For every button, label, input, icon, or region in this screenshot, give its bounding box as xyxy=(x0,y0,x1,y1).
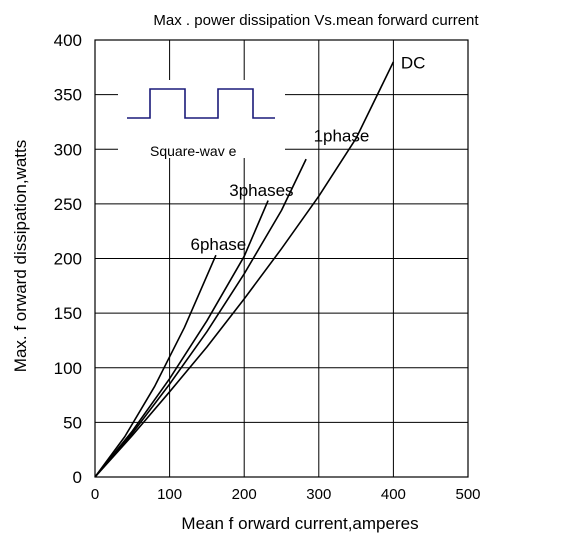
grid xyxy=(95,40,468,477)
x-tick-label: 200 xyxy=(232,486,257,503)
y-tick-label: 150 xyxy=(54,304,82,323)
y-tick-label: 400 xyxy=(54,31,82,50)
series-label: 6phase xyxy=(190,235,246,254)
y-tick-label: 100 xyxy=(54,359,82,378)
square-wave-inset: Square-wav e xyxy=(118,80,285,159)
y-tick-label: 0 xyxy=(73,468,82,487)
x-tick-label: 0 xyxy=(91,486,99,503)
x-tick-label: 400 xyxy=(381,486,406,503)
series-line-6phase xyxy=(94,254,217,478)
series-line-dc xyxy=(94,61,395,478)
y-axis-label: Max. f orward dissipation,watts xyxy=(11,140,30,372)
x-tick-label: 500 xyxy=(455,486,480,503)
series-labels: DC 1phase 3phases 6phase xyxy=(190,53,425,253)
chart-title: Max . power dissipation Vs.mean forward … xyxy=(153,12,479,29)
x-axis-label: Mean f orward current,amperes xyxy=(181,514,418,533)
x-tick-label: 300 xyxy=(306,486,331,503)
plot-frame xyxy=(94,39,469,478)
series-line-1phase xyxy=(94,158,307,478)
series-label: 1phase xyxy=(314,127,370,146)
y-tick-label: 50 xyxy=(63,413,82,432)
y-tick-label: 200 xyxy=(54,250,82,269)
y-tick-label: 350 xyxy=(54,86,82,105)
x-tick-label: 100 xyxy=(157,486,182,503)
y-tick-label: 250 xyxy=(54,195,82,214)
y-tick-label: 300 xyxy=(54,140,82,159)
series-lines xyxy=(94,61,395,478)
inset-label: Square-wav e xyxy=(150,143,237,159)
series-label: 3phases xyxy=(229,181,293,200)
tick-labels: 0 100 200 300 400 500 0 50 100 150 200 250 300 350 400 xyxy=(54,31,481,503)
square-wave-icon xyxy=(127,88,275,119)
series-label: DC xyxy=(401,53,426,72)
series-line-3phases xyxy=(94,200,269,478)
inset-background xyxy=(118,80,285,158)
